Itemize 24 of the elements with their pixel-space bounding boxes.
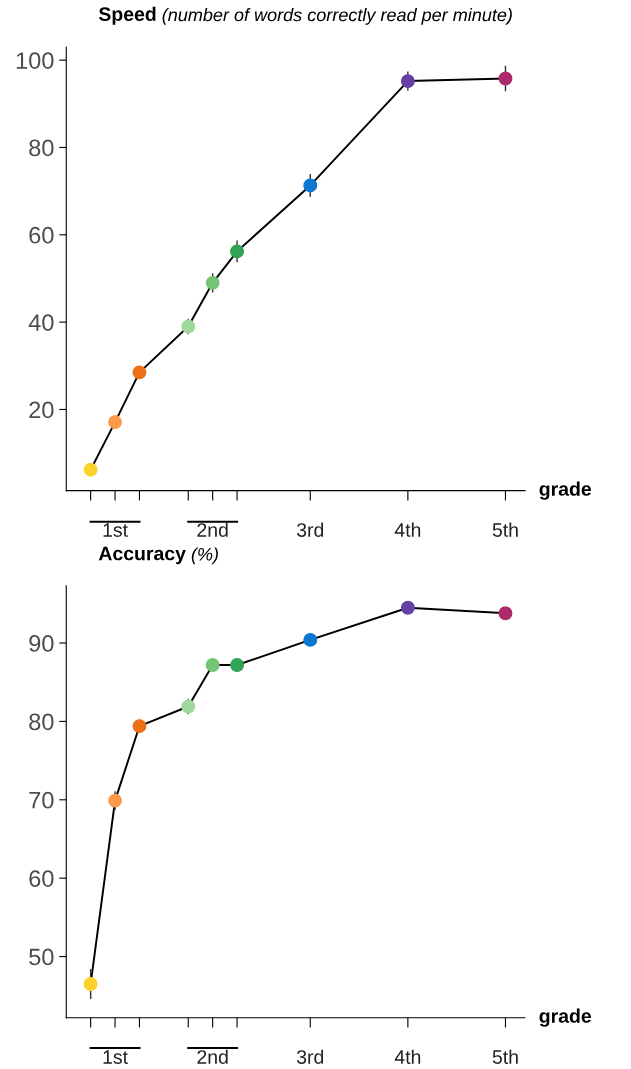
y-tick-label: 50 bbox=[29, 948, 54, 966]
chart-title: Speed (number of words correctly read per minute) bbox=[98, 6, 512, 25]
y-tick-label: 40 bbox=[28, 314, 54, 331]
y-tick-label: 60 bbox=[29, 870, 54, 887]
x-axis-title: grade bbox=[539, 481, 592, 500]
y-tick-label: 20 bbox=[29, 401, 54, 419]
y-tick-label: 90 bbox=[29, 635, 54, 652]
x-tick-label: 3rd bbox=[296, 522, 324, 537]
x-tick-label: 3rd bbox=[296, 1049, 324, 1064]
x-axis-title: grade bbox=[539, 1008, 592, 1027]
y-tick-label: 60 bbox=[29, 226, 54, 244]
y-tick-label: 70 bbox=[29, 791, 54, 809]
x-tick-label: 5th bbox=[492, 522, 518, 537]
x-tick-label: 2nd bbox=[197, 1049, 228, 1064]
x-tick-label: 1st bbox=[103, 1050, 128, 1064]
x-tick-label: 4th bbox=[394, 1049, 421, 1064]
x-tick-label: 2nd bbox=[197, 522, 228, 537]
x-tick-label: 4th bbox=[394, 522, 421, 537]
y-tick-label: 100 bbox=[16, 52, 54, 69]
x-tick-label: 1st bbox=[103, 523, 128, 537]
y-tick-label: 80 bbox=[29, 139, 54, 157]
y-tick-label: 80 bbox=[29, 713, 54, 731]
chart-title: Accuracy (%) bbox=[98, 546, 218, 565]
x-tick-label: 5th bbox=[492, 1049, 518, 1064]
